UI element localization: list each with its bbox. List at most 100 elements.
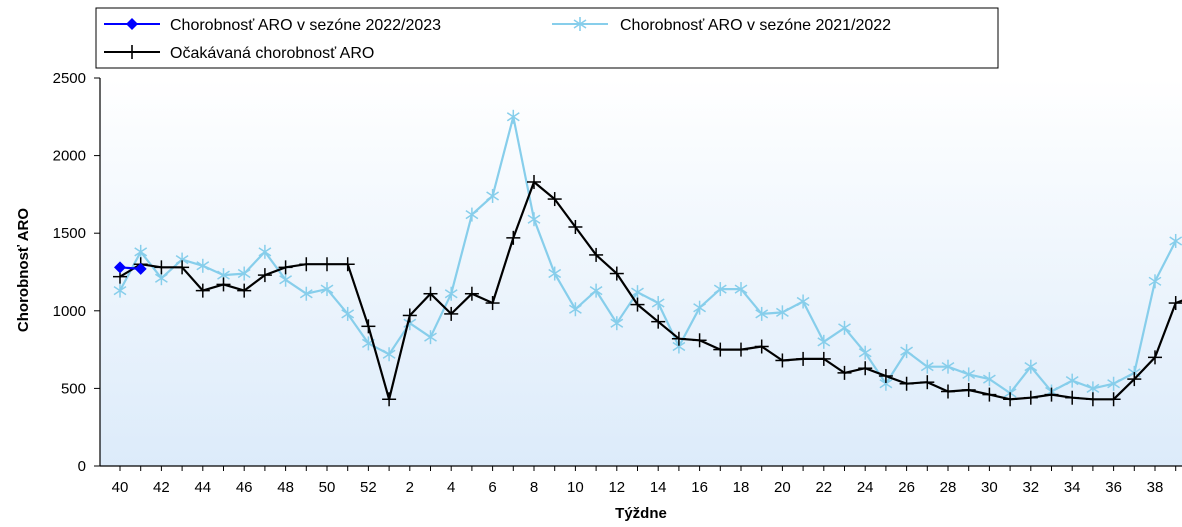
data-point-plus	[195, 283, 210, 298]
data-point-asterisk	[589, 283, 603, 298]
data-point-asterisk	[755, 306, 769, 321]
asterisk-stroke	[838, 323, 851, 333]
legend-entry-2022-2023: Chorobnosť ARO v sezóne 2022/2023	[104, 17, 441, 34]
asterisk-stroke	[982, 374, 996, 384]
x-tick-label: 38	[1147, 479, 1164, 496]
data-point-plus	[1148, 350, 1162, 365]
asterisk-stroke	[755, 309, 769, 319]
asterisk-stroke	[796, 296, 810, 307]
asterisk-stroke	[858, 348, 872, 358]
x-tick-label: 34	[1064, 479, 1081, 496]
data-point-asterisk	[279, 272, 293, 287]
legend-entry-2021-2022: Chorobnosť ARO v sezóne 2021/2022	[552, 17, 891, 34]
data-point-asterisk	[941, 359, 955, 374]
data-point-plus	[878, 368, 893, 383]
data-point-asterisk	[858, 345, 872, 360]
asterisk-stroke	[382, 349, 396, 359]
data-point-plus	[423, 286, 438, 301]
asterisk-stroke	[424, 332, 437, 342]
data-point-asterisk	[196, 258, 210, 273]
data-point-asterisk	[424, 330, 437, 345]
asterisk-stroke	[651, 298, 665, 308]
data-point-asterisk	[610, 316, 624, 331]
asterisk-stroke	[1107, 379, 1121, 389]
legend-plus-marker	[125, 45, 139, 59]
data-point-plus	[982, 387, 997, 402]
data-point-asterisk	[651, 296, 665, 311]
data-point-plus	[506, 230, 521, 245]
data-point-plus	[899, 376, 914, 391]
data-point-asterisk	[237, 266, 251, 281]
data-point-plus	[837, 365, 852, 380]
data-point-plus	[754, 339, 769, 354]
asterisk-stroke	[775, 307, 789, 317]
asterisk-stroke	[237, 268, 251, 279]
data-point-plus	[175, 260, 190, 275]
x-tick-label: 30	[981, 479, 998, 496]
asterisk-stroke	[962, 369, 976, 380]
x-tick-label: 8	[530, 479, 538, 496]
data-point-plus	[920, 375, 935, 390]
series-0	[114, 261, 147, 275]
y-axis-title: Chorobnosť ARO	[15, 208, 32, 332]
data-point-asterisk	[1024, 359, 1038, 374]
asterisk-stroke	[113, 285, 127, 296]
x-tick-label: 20	[774, 479, 791, 496]
asterisk-stroke	[548, 268, 562, 279]
x-tick-label: 26	[898, 479, 915, 496]
data-point-plus	[671, 331, 686, 346]
legend-label: Očakávaná chorobnosť ARO	[170, 45, 374, 62]
data-point-asterisk	[134, 244, 148, 259]
data-point-asterisk	[713, 282, 727, 297]
data-point-plus	[154, 260, 169, 275]
asterisk-stroke	[1169, 236, 1182, 246]
data-point-plus	[796, 351, 811, 366]
x-tick-label: 48	[277, 479, 294, 496]
asterisk-stroke	[672, 341, 686, 352]
data-point-plus	[320, 257, 334, 272]
data-point-asterisk	[982, 372, 996, 387]
data-point-asterisk	[320, 282, 334, 297]
data-point-asterisk	[631, 285, 644, 300]
x-tick-label: 12	[608, 479, 625, 496]
x-tick-label: 10	[567, 479, 584, 496]
x-tick-label: 46	[236, 479, 253, 496]
data-point-plus	[216, 277, 231, 292]
legend-box	[95, 7, 999, 69]
x-tick-label: 42	[153, 479, 170, 496]
data-point-plus	[382, 392, 397, 407]
legend-label: Chorobnosť ARO v sezóne 2021/2022	[620, 17, 891, 34]
asterisk-stroke	[879, 379, 893, 389]
asterisk-stroke	[693, 303, 707, 313]
data-point-plus	[257, 268, 272, 283]
data-point-plus	[1023, 390, 1038, 405]
data-point-asterisk	[775, 305, 789, 320]
data-point-asterisk	[258, 244, 272, 259]
x-tick-label: 6	[488, 479, 496, 496]
data-point-plus	[444, 306, 459, 321]
data-point-asterisk	[548, 266, 562, 281]
data-point-asterisk	[486, 188, 500, 203]
data-point-plus	[547, 192, 562, 207]
asterisk-stroke	[217, 270, 230, 280]
asterisk-stroke	[817, 337, 831, 347]
data-point-asterisk	[506, 109, 520, 124]
data-point-plus	[1085, 392, 1100, 407]
data-point-asterisk	[693, 300, 707, 315]
data-point-plus	[278, 260, 293, 275]
legend-diamond-marker	[126, 18, 138, 30]
asterisk-stroke	[506, 112, 520, 122]
data-point-plus	[816, 351, 831, 366]
data-point-plus	[589, 247, 604, 262]
plot-area	[100, 78, 1182, 466]
asterisk-stroke	[196, 261, 210, 271]
asterisk-stroke	[279, 275, 293, 285]
data-point-asterisk	[527, 212, 541, 227]
asterisk-stroke	[1148, 276, 1162, 286]
data-point-plus	[361, 319, 376, 334]
x-tick-label: 16	[691, 479, 708, 496]
x-tick-label: 50	[319, 479, 336, 496]
asterisk-stroke	[589, 285, 603, 296]
